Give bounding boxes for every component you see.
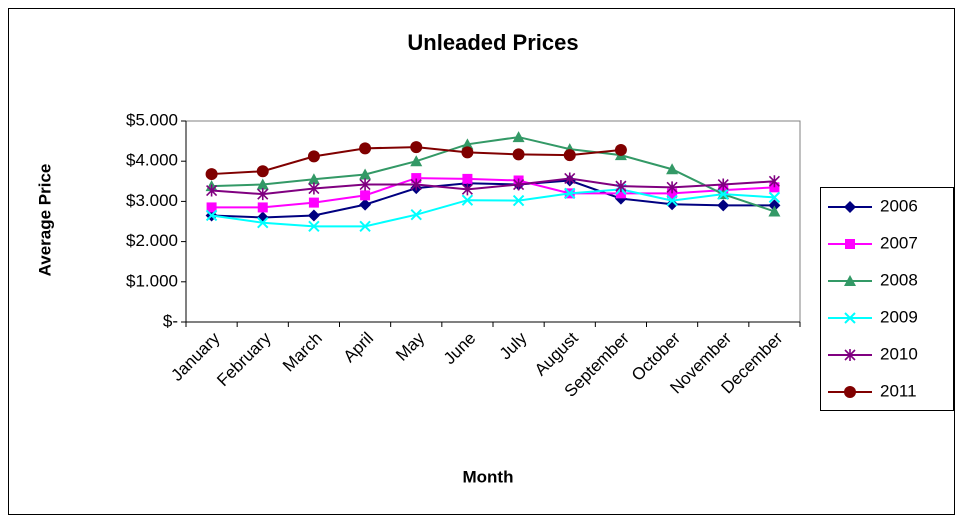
marker bbox=[359, 142, 372, 155]
marker bbox=[513, 178, 525, 191]
y-axis-label: Average Price bbox=[35, 164, 54, 277]
marker bbox=[206, 202, 217, 213]
marker bbox=[844, 386, 856, 398]
marker bbox=[410, 155, 423, 167]
legend-label: 2007 bbox=[880, 233, 918, 252]
marker bbox=[359, 178, 371, 191]
plot-area bbox=[185, 120, 801, 323]
series-line bbox=[211, 136, 775, 213]
marker bbox=[717, 178, 729, 191]
legend-label: 2008 bbox=[880, 270, 918, 289]
marker bbox=[564, 172, 576, 185]
marker bbox=[308, 182, 320, 195]
y-tick-label: $- bbox=[163, 311, 178, 330]
marker bbox=[257, 188, 269, 201]
marker bbox=[257, 202, 268, 213]
series-line bbox=[211, 179, 775, 219]
marker bbox=[845, 239, 855, 249]
y-tick-label: $1.000 bbox=[126, 271, 178, 290]
marker bbox=[615, 180, 627, 193]
marker bbox=[410, 141, 423, 154]
marker bbox=[410, 178, 422, 191]
marker bbox=[666, 163, 679, 175]
marker bbox=[205, 168, 218, 181]
x-axis-label: Month bbox=[463, 467, 514, 486]
marker bbox=[359, 220, 371, 233]
marker bbox=[359, 168, 372, 180]
marker bbox=[768, 175, 780, 188]
marker bbox=[256, 165, 269, 178]
y-tick-label: $4.000 bbox=[126, 151, 178, 170]
marker bbox=[844, 201, 856, 213]
legend-label: 2009 bbox=[880, 307, 918, 326]
marker bbox=[308, 197, 319, 208]
marker bbox=[411, 173, 422, 184]
marker bbox=[717, 199, 730, 212]
chart-title: Unleaded Prices bbox=[407, 30, 578, 55]
marker bbox=[844, 275, 856, 286]
marker bbox=[205, 209, 218, 222]
marker bbox=[461, 146, 474, 159]
marker bbox=[666, 194, 678, 207]
marker bbox=[410, 208, 422, 221]
marker bbox=[614, 143, 627, 156]
marker bbox=[206, 184, 218, 197]
marker bbox=[308, 220, 320, 233]
marker bbox=[768, 191, 781, 204]
marker bbox=[666, 181, 678, 194]
marker bbox=[461, 194, 474, 206]
marker bbox=[564, 187, 576, 200]
marker bbox=[512, 194, 525, 207]
legend-label: 2011 bbox=[880, 381, 917, 400]
marker bbox=[461, 138, 474, 150]
marker bbox=[768, 199, 781, 212]
marker bbox=[307, 209, 320, 222]
marker bbox=[257, 216, 269, 229]
marker bbox=[667, 188, 678, 199]
marker bbox=[307, 173, 320, 185]
marker bbox=[360, 190, 371, 201]
marker bbox=[462, 173, 473, 184]
legend-label: 2010 bbox=[880, 344, 918, 363]
marker bbox=[512, 131, 525, 143]
series-line bbox=[211, 177, 775, 196]
marker bbox=[512, 148, 525, 161]
series-line bbox=[211, 177, 775, 209]
marker bbox=[359, 198, 372, 211]
marker bbox=[844, 312, 856, 324]
marker bbox=[844, 349, 856, 361]
marker bbox=[769, 182, 780, 193]
legend bbox=[820, 187, 954, 411]
legend-label: 2006 bbox=[880, 196, 918, 215]
marker bbox=[461, 183, 473, 196]
y-tick-label: $3.000 bbox=[126, 191, 178, 210]
marker bbox=[717, 188, 729, 200]
y-tick-label: $5.000 bbox=[126, 110, 178, 129]
series-line bbox=[211, 188, 775, 228]
marker bbox=[615, 188, 626, 199]
marker bbox=[307, 150, 320, 163]
marker bbox=[768, 205, 781, 217]
marker bbox=[563, 149, 576, 162]
marker bbox=[256, 178, 269, 190]
y-tick-label: $2.000 bbox=[126, 231, 178, 250]
